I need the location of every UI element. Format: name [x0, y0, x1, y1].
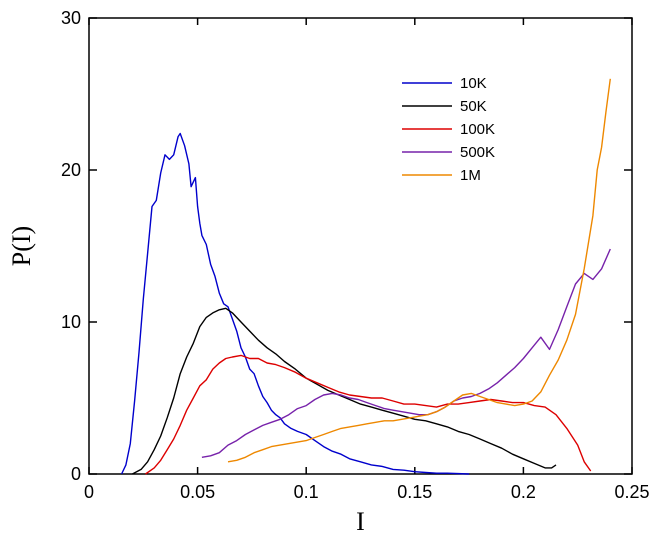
y-axis-title: P(I) [7, 226, 36, 266]
x-tick-label: 0.15 [397, 482, 432, 502]
y-tick-label: 10 [61, 312, 81, 332]
series-line-100k [145, 354, 592, 475]
legend: 10K 50K 100K 500K 1M [402, 75, 495, 184]
series-lines [120, 78, 611, 475]
x-tick-label: 0 [84, 482, 94, 502]
x-tick-label: 0.25 [614, 482, 649, 502]
x-tick-label: 0.05 [180, 482, 215, 502]
plot-area-frame [88, 17, 633, 475]
y-tick-label: 0 [71, 464, 81, 484]
legend-label: 1M [460, 167, 481, 184]
x-axis-title: I [356, 507, 365, 534]
x-tick-label: 0.1 [294, 482, 319, 502]
series-line-1m [227, 78, 611, 463]
legend-label: 500K [460, 144, 495, 161]
legend-label: 50K [460, 98, 487, 115]
y-tick-label: 30 [61, 8, 81, 28]
legend-label: 100K [460, 121, 495, 138]
series-line-500k [201, 248, 611, 458]
x-tick-label: 0.2 [511, 482, 536, 502]
axis-ticks: 0 0.05 0.1 0.15 0.2 0.25 0 10 20 30 [61, 8, 650, 502]
series-line-10k [120, 132, 470, 475]
y-tick-label: 20 [61, 160, 81, 180]
legend-label: 10K [460, 75, 487, 92]
